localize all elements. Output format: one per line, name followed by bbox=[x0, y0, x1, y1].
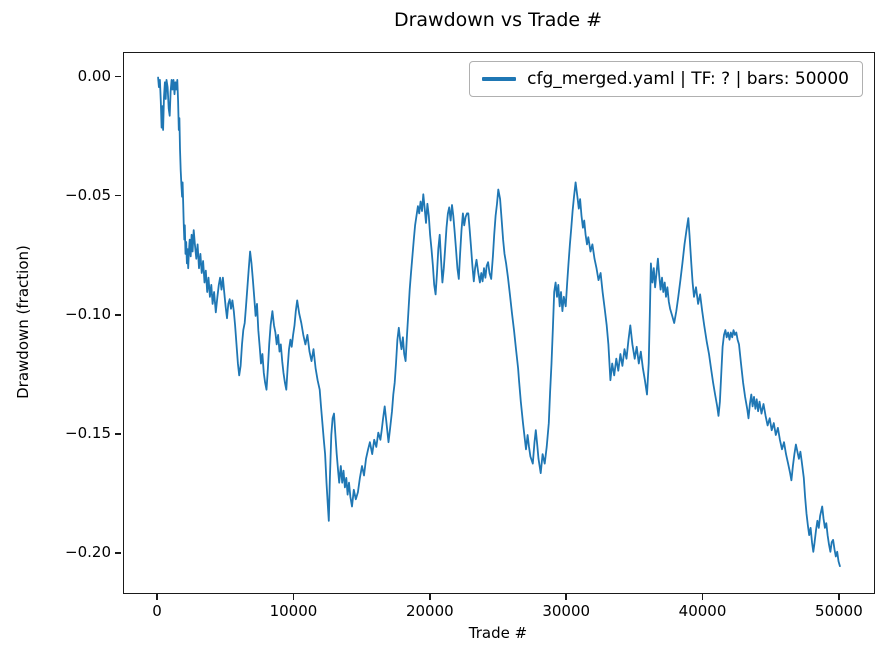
legend-label: cfg_merged.yaml | TF: ? | bars: 50000 bbox=[527, 69, 849, 89]
chart-title: Drawdown vs Trade # bbox=[393, 9, 603, 31]
y-tick-label: 0.00 bbox=[77, 66, 111, 85]
x-tick-label: 40000 bbox=[678, 602, 727, 620]
x-axis-label: Trade # bbox=[468, 624, 528, 642]
drawdown-line-canvas bbox=[157, 76, 841, 567]
x-tick-label: 20000 bbox=[405, 602, 454, 620]
drawdown-line bbox=[157, 76, 841, 567]
y-axis-label-text: Drawdown (fraction) bbox=[14, 245, 32, 399]
x-tick-mark bbox=[701, 594, 704, 600]
y-tick-mark bbox=[115, 314, 121, 316]
plot-area: cfg_merged.yaml | TF: ? | bars: 50000 bbox=[123, 52, 875, 594]
y-tick-label: −0.20 bbox=[65, 543, 111, 562]
x-tick-mark bbox=[292, 594, 295, 600]
y-tick-mark bbox=[115, 75, 121, 78]
y-tick-label: −0.05 bbox=[65, 185, 111, 204]
x-tick-label: 30000 bbox=[542, 602, 591, 620]
legend: cfg_merged.yaml | TF: ? | bars: 50000 bbox=[469, 61, 863, 97]
x-tick-label: 10000 bbox=[269, 602, 318, 620]
x-tick-mark bbox=[156, 594, 158, 600]
x-tick-mark bbox=[838, 594, 840, 600]
y-tick-label: −0.15 bbox=[65, 424, 111, 442]
y-tick-label: −0.10 bbox=[65, 304, 111, 323]
y-tick-mark bbox=[115, 552, 121, 554]
x-tick-mark bbox=[565, 594, 567, 600]
x-tick-label: 50000 bbox=[815, 602, 863, 620]
legend-line-sample-icon bbox=[482, 77, 517, 81]
x-tick-label: 0 bbox=[152, 602, 162, 620]
y-tick-mark bbox=[115, 433, 121, 435]
x-tick-mark bbox=[429, 594, 431, 600]
y-tick-mark bbox=[115, 194, 121, 197]
